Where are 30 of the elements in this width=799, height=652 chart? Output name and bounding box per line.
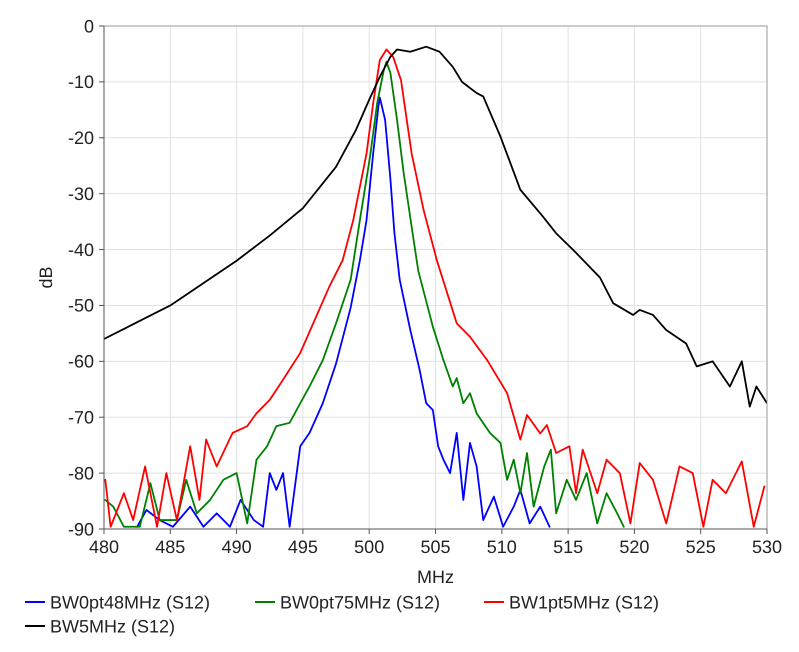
x-tick-label: 505	[420, 537, 451, 557]
x-axis-title: MHz	[417, 567, 454, 587]
x-tick-label: 530	[752, 537, 782, 557]
legend-label: BW0pt48MHz (S12)	[50, 592, 210, 612]
legend-label: BW1pt5MHz (S12)	[509, 592, 660, 612]
y-tick-label: -80	[68, 463, 94, 484]
y-tick-label: -60	[68, 352, 94, 372]
y-tick-label: 0	[84, 16, 94, 36]
y-tick-label: -30	[68, 184, 94, 204]
x-tick-label: 510	[486, 537, 517, 557]
x-tick-label: 490	[222, 537, 252, 557]
x-tick-label: 495	[288, 537, 318, 557]
y-tick-label: -20	[68, 128, 94, 148]
x-tick-label: 515	[553, 537, 584, 557]
y-tick-label: -10	[68, 72, 94, 92]
y-tick-label: -40	[68, 240, 94, 260]
y-tick-label: -90	[68, 519, 94, 540]
legend-label: BW0pt75MHz (S12)	[280, 592, 440, 612]
x-tick-label: 500	[354, 537, 384, 557]
line-series	[136, 96, 550, 528]
x-tick-label: 480	[88, 537, 120, 557]
x-tick-label: 520	[619, 537, 650, 557]
y-tick-label: -50	[68, 296, 94, 316]
legend-label: BW5MHz (S12)	[50, 616, 176, 636]
line-series	[104, 46, 767, 408]
x-tick-label: 525	[686, 537, 716, 557]
line-series	[104, 60, 625, 528]
y-axis-title: dB	[36, 266, 56, 289]
x-tick-label: 485	[155, 537, 186, 557]
y-tick-label: -70	[68, 408, 94, 428]
